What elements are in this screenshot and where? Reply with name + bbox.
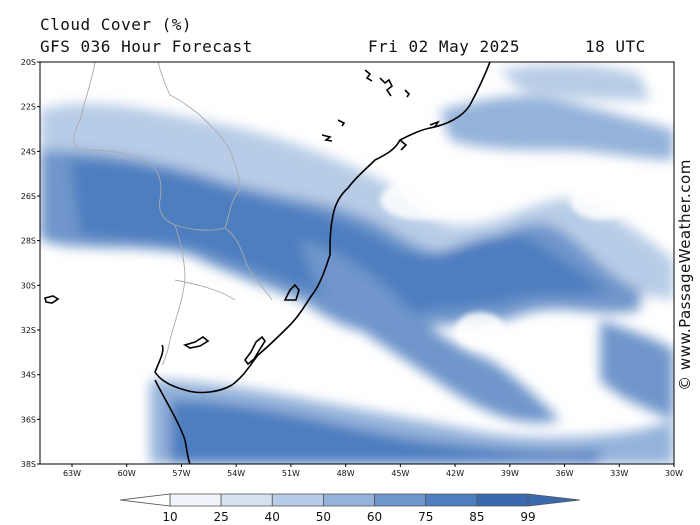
- colorbar-segment: [425, 493, 478, 507]
- colorbar-label: 25: [214, 510, 229, 524]
- lon-tick-label: 39W: [501, 469, 519, 478]
- colorbar-label: 40: [265, 510, 280, 524]
- colorbar-label: 85: [469, 510, 484, 524]
- lat-tick-label: 38S: [21, 460, 36, 469]
- lat-tick-label: 22S: [21, 103, 36, 112]
- forecast-date: Fri 02 May 2025: [368, 37, 520, 56]
- colorbar-right-arrow: [527, 493, 581, 507]
- map-frame: [39, 61, 675, 465]
- colorbar-label: 99: [520, 510, 535, 524]
- lat-tick-label: 24S: [21, 147, 36, 156]
- colorbar-segment: [476, 493, 529, 507]
- colorbar-segment: [220, 493, 273, 507]
- cloud-field: [40, 62, 674, 464]
- lon-tick-label: 36W: [555, 469, 573, 478]
- lat-tick-label: 28S: [21, 237, 36, 246]
- colorbar-segment: [323, 493, 375, 507]
- lat-tick-label: 34S: [21, 371, 36, 380]
- forecast-label: GFS 036 Hour Forecast: [40, 37, 253, 56]
- colorbar-label: 75: [418, 510, 433, 524]
- colorbar-left-arrow: [119, 493, 171, 507]
- colorbar: 10 25 40 50 60 75 85 99: [119, 493, 581, 524]
- lat-tick-label: 30S: [21, 281, 36, 290]
- longitude-axis: 63W 60W 57W 54W 51W 48W 45W 42W 39W 36W 33W 30W: [63, 464, 683, 478]
- colorbar-label: 10: [162, 510, 177, 524]
- credit-watermark: © www.PassageWeather.com: [670, 150, 700, 400]
- country-borders: [73, 62, 273, 366]
- lon-tick-label: 48W: [337, 469, 355, 478]
- credit-text: © www.PassageWeather.com: [676, 159, 694, 391]
- lon-tick-label: 33W: [610, 469, 628, 478]
- lat-tick-label: 20S: [21, 58, 36, 67]
- lon-tick-label: 30W: [665, 469, 683, 478]
- latitude-axis: 20S 22S 24S 26S 28S 30S 32S 34S 36S 38S: [21, 58, 40, 469]
- lon-tick-label: 45W: [391, 469, 409, 478]
- colorbar-segment: [169, 493, 222, 507]
- forecast-time: 18 UTC: [585, 37, 646, 56]
- lat-tick-label: 32S: [21, 326, 36, 335]
- lon-tick-label: 54W: [227, 469, 245, 478]
- colorbar-segment: [271, 493, 324, 507]
- colorbar-label: 50: [316, 510, 331, 524]
- lon-tick-label: 51W: [282, 469, 300, 478]
- lon-tick-label: 57W: [172, 469, 190, 478]
- lat-tick-label: 36S: [21, 415, 36, 424]
- colorbar-segment: [374, 493, 427, 507]
- colorbar-label: 60: [367, 510, 382, 524]
- lon-tick-label: 60W: [118, 469, 136, 478]
- lon-tick-label: 63W: [63, 469, 81, 478]
- map-title: Cloud Cover (%): [40, 15, 192, 34]
- coastline: [44, 62, 491, 464]
- lon-tick-label: 42W: [446, 469, 464, 478]
- lat-tick-label: 26S: [21, 192, 36, 201]
